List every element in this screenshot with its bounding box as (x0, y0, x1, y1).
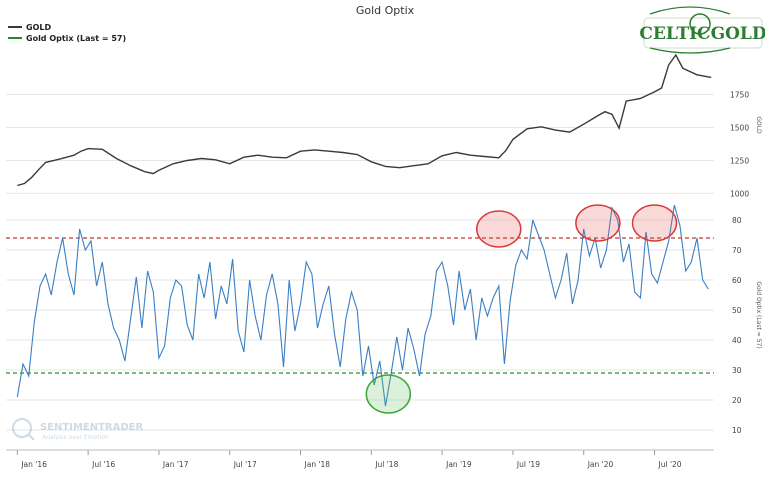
celtic-knot-icon (689, 13, 711, 35)
x-tick-label: Jan '17 (162, 460, 189, 469)
lower-y-tick-label: 20 (732, 396, 742, 405)
x-tick-label: Jan '18 (304, 460, 331, 469)
watermark-text: SENTIMENTRADER (40, 422, 143, 433)
sentimentrader-watermark: SENTIMENTRADER Analysis over Emotion (12, 418, 143, 441)
annotations (365, 204, 678, 414)
grid-lines (6, 94, 714, 431)
logo-text: CELTICGOLD (639, 24, 765, 44)
legend-label-optix: Gold Optix (Last = 57) (26, 34, 126, 43)
chart-title: Gold Optix (356, 4, 415, 17)
upper-y-axis-label: GOLD (755, 116, 762, 134)
red-circle-annotation (575, 204, 621, 242)
red-circle-annotation (476, 210, 522, 248)
legend: GOLD Gold Optix (Last = 57) (8, 23, 126, 43)
lower-y-tick-label: 30 (732, 366, 742, 375)
magnifier-icon (12, 418, 32, 438)
lower-y-axis: 10 20 30 40 50 60 70 80 (732, 216, 742, 435)
x-tick-label: Jul '20 (658, 460, 682, 469)
watermark-subtext: Analysis over Emotion (42, 434, 109, 441)
lower-y-tick-label: 10 (732, 426, 742, 435)
upper-y-tick-label: 1750 (730, 91, 749, 100)
x-tick-label: Jul '16 (91, 460, 115, 469)
x-tick-label: Jan '20 (587, 460, 614, 469)
gold-optix-line (16, 204, 709, 407)
upper-y-tick-label: 1250 (730, 156, 749, 165)
gold-price-line (17, 53, 712, 187)
lower-y-tick-label: 50 (732, 306, 742, 315)
lower-y-tick-label: 40 (732, 336, 742, 345)
x-tick-label: Jul '17 (233, 460, 257, 469)
upper-y-axis: 1000 1250 1500 1750 (730, 91, 749, 199)
red-circle-annotation (631, 204, 678, 242)
x-tick-label: Jul '18 (374, 460, 398, 469)
green-circle-annotation (365, 374, 412, 414)
upper-y-tick-label: 1000 (730, 189, 749, 198)
lower-y-tick-label: 80 (732, 216, 742, 225)
lower-y-tick-label: 60 (732, 276, 742, 285)
lower-y-axis-label: Gold Optix (Last = 57) (755, 281, 762, 348)
legend-label-gold: GOLD (26, 23, 51, 32)
x-tick-label: Jul '19 (516, 460, 540, 469)
x-tick-label: Jan '19 (445, 460, 472, 469)
x-tick-label: Jan '16 (20, 460, 47, 469)
celticgold-logo: CELTICGOLD (639, 6, 765, 54)
upper-y-tick-label: 1500 (730, 124, 749, 133)
x-axis: Jan '16 Jul '16 Jan '17 Jul '17 Jan '18 Jul '… (6, 449, 714, 469)
lower-y-tick-label: 70 (732, 246, 742, 255)
reference-lines (6, 237, 714, 374)
